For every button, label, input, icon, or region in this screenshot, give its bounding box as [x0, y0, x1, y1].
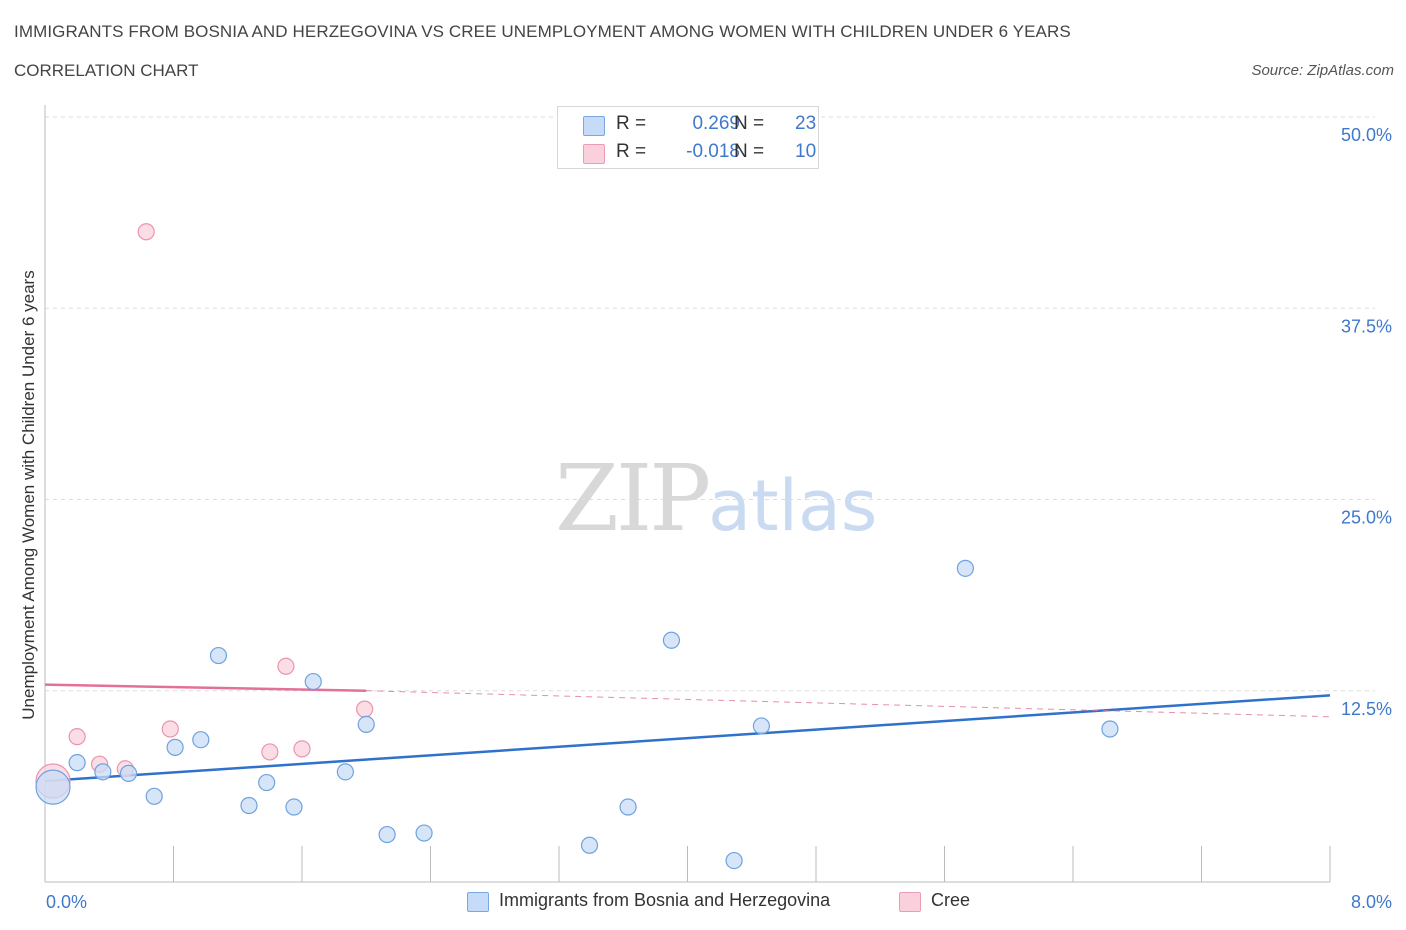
data-point-bosnia: [192, 731, 210, 749]
correlation-legend: R = 0.269 N = 23 R = -0.018 N = 10: [557, 106, 819, 169]
data-point-bosnia: [119, 764, 138, 782]
y-tick-label: 50.0%: [1341, 125, 1392, 145]
data-point-bosnia: [304, 672, 322, 691]
data-point-bosnia: [94, 763, 112, 781]
data-point-bosnia: [415, 824, 433, 842]
data-point-bosnia: [357, 715, 375, 734]
series-legend: Immigrants from Bosnia and Herzegovina C…: [0, 889, 1406, 915]
trend-line-bosnia: [44, 694, 1331, 783]
data-point-bosnia: [619, 798, 637, 816]
r-value: 0.269: [692, 113, 740, 134]
trend-line-cree-extension: [366, 690, 1331, 718]
n-value: 10: [795, 141, 817, 162]
data-point-bosnia: [145, 787, 163, 805]
watermark-atlas: atlas: [708, 465, 878, 547]
data-points: [35, 223, 1119, 870]
n-value: 23: [795, 113, 817, 134]
data-point-bosnia: [166, 738, 184, 756]
n-label: N =: [734, 113, 765, 134]
data-point-bosnia: [68, 754, 86, 772]
zipatlas-watermark: ZIPatlas: [555, 445, 877, 552]
trend-lines: [44, 683, 1331, 783]
watermark-zip: ZIP: [555, 445, 711, 552]
y-tick-label: 12.5%: [1341, 699, 1392, 719]
data-point-cree: [68, 728, 86, 746]
y-tick-label: 25.0%: [1341, 508, 1392, 528]
data-point-cree: [137, 223, 155, 241]
legend-label-cree: Cree: [931, 890, 971, 910]
data-point-bosnia: [258, 773, 276, 792]
data-point-bosnia: [725, 851, 743, 870]
data-point-bosnia: [336, 763, 354, 781]
data-point-bosnia: [378, 825, 396, 844]
source-note: Source: ZipAtlas.com: [1251, 62, 1394, 79]
y-axis-label: Unemployment Among Women with Children U…: [19, 270, 38, 720]
n-label: N =: [734, 141, 765, 162]
legend-label-bosnia: Immigrants from Bosnia and Herzegovina: [499, 890, 831, 910]
x-tick-label-max: 8.0%: [1351, 892, 1392, 912]
data-point-bosnia: [662, 631, 681, 649]
legend-swatch-bosnia: [467, 892, 489, 912]
chart-title: IMMIGRANTS FROM BOSNIA AND HERZEGOVINA V…: [14, 22, 1071, 41]
x-tick-label-min: 0.0%: [46, 892, 87, 912]
data-point-cree: [261, 743, 279, 761]
data-point-bosnia: [285, 798, 303, 816]
r-label: R =: [616, 141, 647, 162]
tick-labels: 12.5% 25.0% 37.5% 50.0% 0.0% 8.0%: [46, 125, 1392, 912]
r-value: -0.018: [686, 141, 740, 162]
data-point-bosnia: [580, 836, 599, 854]
legend-swatch-cree: [899, 892, 921, 912]
data-point-cree: [161, 720, 179, 738]
data-point-bosnia: [240, 796, 258, 815]
axes: [44, 105, 1331, 883]
legend-swatch-bosnia: [583, 116, 605, 136]
data-point-cree: [356, 700, 374, 718]
data-point-cree: [277, 657, 295, 675]
legend-swatch-cree: [583, 144, 605, 164]
data-point-bosnia: [956, 559, 974, 577]
data-point-bosnia: [35, 769, 71, 805]
data-point-bosnia: [752, 717, 770, 735]
data-point-cree: [293, 740, 311, 758]
grid-lines: [45, 116, 1375, 692]
data-point-bosnia: [209, 646, 228, 665]
data-point-bosnia: [1101, 720, 1119, 738]
chart-subtitle: CORRELATION CHART: [14, 61, 199, 80]
r-label: R =: [616, 113, 647, 134]
y-tick-label: 37.5%: [1341, 316, 1392, 336]
